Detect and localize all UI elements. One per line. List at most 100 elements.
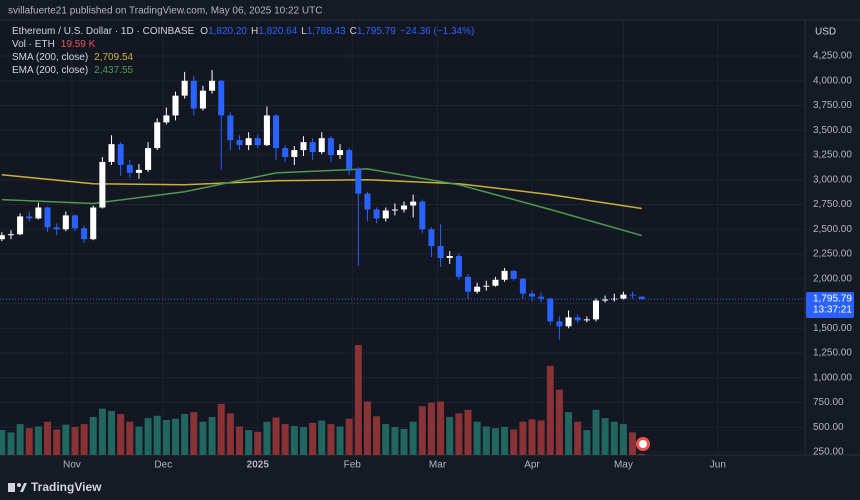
legend-row: Ethereum / U.S. Dollar · 1D · COINBASE O1… bbox=[12, 26, 474, 37]
y-tick-label: 1,000.00 bbox=[813, 372, 852, 383]
volume-bar bbox=[437, 401, 445, 455]
volume-bar bbox=[418, 406, 426, 455]
candle-body bbox=[592, 300, 599, 320]
candle-body bbox=[446, 256, 453, 258]
volume-bar bbox=[318, 420, 326, 455]
volume-bar bbox=[89, 416, 97, 455]
candle-body bbox=[291, 150, 298, 158]
candle-body bbox=[401, 205, 408, 210]
volume-bar bbox=[98, 408, 106, 455]
candle-body bbox=[382, 210, 389, 219]
volume-bar bbox=[44, 421, 52, 455]
candle-body bbox=[172, 95, 179, 116]
volume-bar bbox=[482, 426, 490, 455]
volume-bar bbox=[363, 401, 371, 455]
indicator-line bbox=[1, 168, 642, 237]
candle-body bbox=[53, 227, 60, 230]
legend-name: EMA (200, close) bbox=[12, 65, 88, 76]
volume-bar bbox=[245, 430, 253, 455]
volume-bar bbox=[501, 427, 509, 455]
candle-body bbox=[538, 296, 545, 299]
candle-body bbox=[355, 168, 362, 194]
ohlc-value: 1,795.79 bbox=[357, 26, 396, 37]
candle-body bbox=[263, 115, 270, 146]
candle-body bbox=[602, 299, 609, 301]
candle-body bbox=[117, 144, 124, 165]
candle-body bbox=[629, 294, 636, 296]
volume-bar bbox=[144, 418, 152, 455]
volume-bar bbox=[272, 417, 280, 455]
candle-body bbox=[81, 228, 88, 240]
y-tick-label: 3,000.00 bbox=[813, 174, 852, 185]
y-tick-label: 500.00 bbox=[813, 422, 844, 433]
volume-bar bbox=[126, 421, 134, 455]
candle-body bbox=[273, 115, 280, 149]
volume-bar bbox=[117, 413, 125, 455]
volume-bar bbox=[473, 421, 481, 455]
volume-bar bbox=[153, 415, 161, 455]
volume-bar bbox=[400, 428, 408, 455]
volume-bar bbox=[0, 430, 6, 455]
volume-bar bbox=[300, 427, 307, 455]
candle-body bbox=[44, 207, 51, 228]
ohlc-key: H bbox=[251, 26, 258, 37]
legend-value: 2,709.54 bbox=[94, 52, 133, 63]
candle-body bbox=[209, 80, 216, 91]
volume-bar bbox=[217, 403, 225, 455]
candle-body bbox=[199, 90, 206, 109]
candle-body bbox=[565, 317, 572, 327]
volume-bar bbox=[208, 416, 216, 455]
volume-bar bbox=[16, 424, 24, 455]
candle-body bbox=[611, 298, 618, 300]
candle-body bbox=[99, 161, 106, 208]
candle-body bbox=[135, 169, 142, 173]
price-tag bbox=[806, 291, 854, 318]
candle-body bbox=[364, 193, 371, 210]
volume-bar bbox=[226, 413, 234, 455]
candle-body bbox=[464, 276, 472, 292]
plot-area bbox=[0, 20, 805, 455]
candle-body bbox=[254, 138, 261, 146]
volume-bar bbox=[135, 426, 143, 455]
candle-body bbox=[236, 140, 243, 146]
volume-bar bbox=[336, 426, 344, 455]
volume-bar bbox=[34, 426, 42, 455]
ohlc-value: 1,788.43 bbox=[307, 26, 346, 37]
candle-body bbox=[638, 296, 645, 299]
volume-bar bbox=[236, 426, 243, 455]
volume-bar bbox=[354, 345, 362, 455]
volume-bar bbox=[7, 432, 15, 455]
candle-body bbox=[163, 115, 170, 123]
volume-bar bbox=[108, 411, 115, 455]
volume-bar bbox=[53, 429, 61, 455]
candle-body bbox=[428, 229, 435, 247]
ohlc-value: 1,820.64 bbox=[258, 26, 297, 37]
y-tick-label: 4,250.00 bbox=[813, 51, 852, 62]
symbol: Ethereum / U.S. Dollar · 1D · COINBASE bbox=[12, 26, 195, 37]
candle-body bbox=[218, 80, 225, 116]
legend-row: Vol · ETH 19.59 K bbox=[12, 39, 96, 50]
candle-body bbox=[474, 286, 481, 292]
candle-body bbox=[391, 209, 398, 211]
x-tick-label: May bbox=[614, 460, 633, 471]
volume-bar bbox=[519, 421, 527, 455]
candle-body bbox=[309, 142, 316, 153]
event-icon bbox=[636, 437, 650, 451]
candle-body bbox=[90, 207, 97, 240]
volume-bar bbox=[373, 416, 381, 455]
volume-bar bbox=[190, 412, 198, 455]
ohlc-value: 1,820.20 bbox=[208, 26, 247, 37]
candle-body bbox=[181, 80, 188, 96]
legend-value: 2,437.55 bbox=[94, 65, 133, 76]
candle-body bbox=[346, 150, 353, 169]
publisher: svillafuerte21 published on TradingView.… bbox=[8, 6, 322, 17]
y-tick-label: 2,500.00 bbox=[813, 224, 852, 235]
volume-bar bbox=[601, 418, 609, 455]
volume-bar bbox=[565, 412, 573, 455]
volume-bar bbox=[80, 424, 88, 455]
candle-body bbox=[71, 215, 78, 229]
volume-bar bbox=[455, 413, 463, 455]
candle-body bbox=[437, 246, 444, 258]
volume-bar bbox=[263, 421, 271, 455]
legend-row: EMA (200, close) 2,437.55 bbox=[12, 65, 134, 76]
